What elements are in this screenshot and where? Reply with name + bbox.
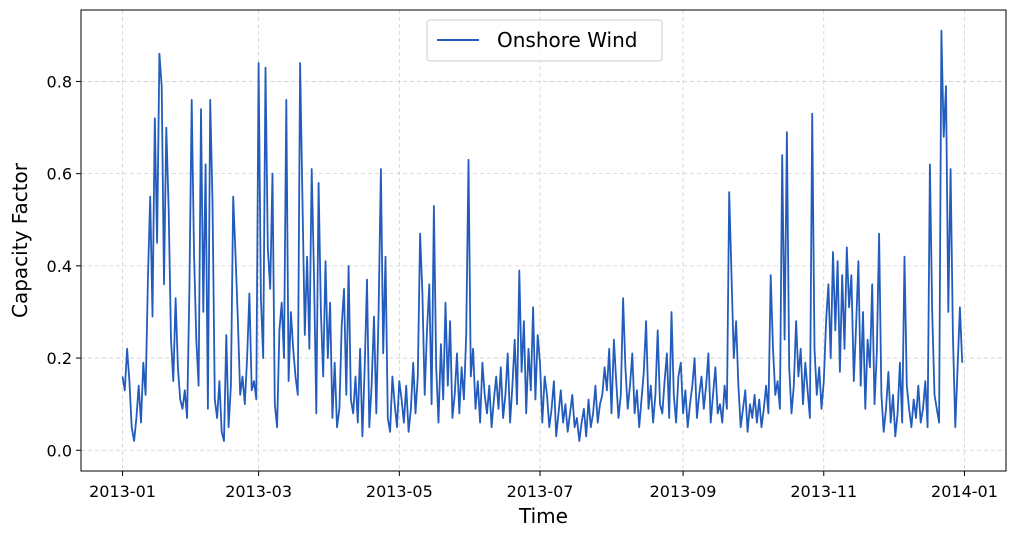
x-tick-label: 2013-07 — [507, 482, 574, 501]
y-axis-label: Capacity Factor — [8, 162, 32, 318]
y-tick-label: 0.6 — [47, 165, 72, 184]
y-axis: 0.0 0.2 0.4 0.6 0.8 — [47, 72, 81, 460]
series-line-onshore-wind — [121, 29, 964, 442]
axes-frame — [80, 9, 1007, 472]
legend: Onshore Wind — [426, 19, 663, 62]
plot-area — [121, 29, 964, 442]
x-axis: 2013-01 2013-03 2013-05 2013-07 2013-09 2013-… — [89, 471, 998, 501]
legend-label-onshore-wind: Onshore Wind — [497, 28, 637, 52]
x-axis-label: Time — [518, 504, 568, 528]
x-tick-label: 2013-11 — [790, 482, 857, 501]
y-tick-label: 0.0 — [47, 441, 72, 460]
x-tick-label: 2014-01 — [931, 482, 998, 501]
x-tick-label: 2013-01 — [89, 482, 156, 501]
y-tick-label: 0.8 — [47, 72, 72, 91]
legend-box — [426, 19, 663, 62]
y-tick-label: 0.2 — [47, 349, 72, 368]
x-tick-label: 2013-03 — [225, 482, 292, 501]
x-tick-label: 2013-09 — [650, 482, 717, 501]
x-tick-label: 2013-05 — [366, 482, 433, 501]
y-tick-label: 0.4 — [47, 257, 72, 276]
